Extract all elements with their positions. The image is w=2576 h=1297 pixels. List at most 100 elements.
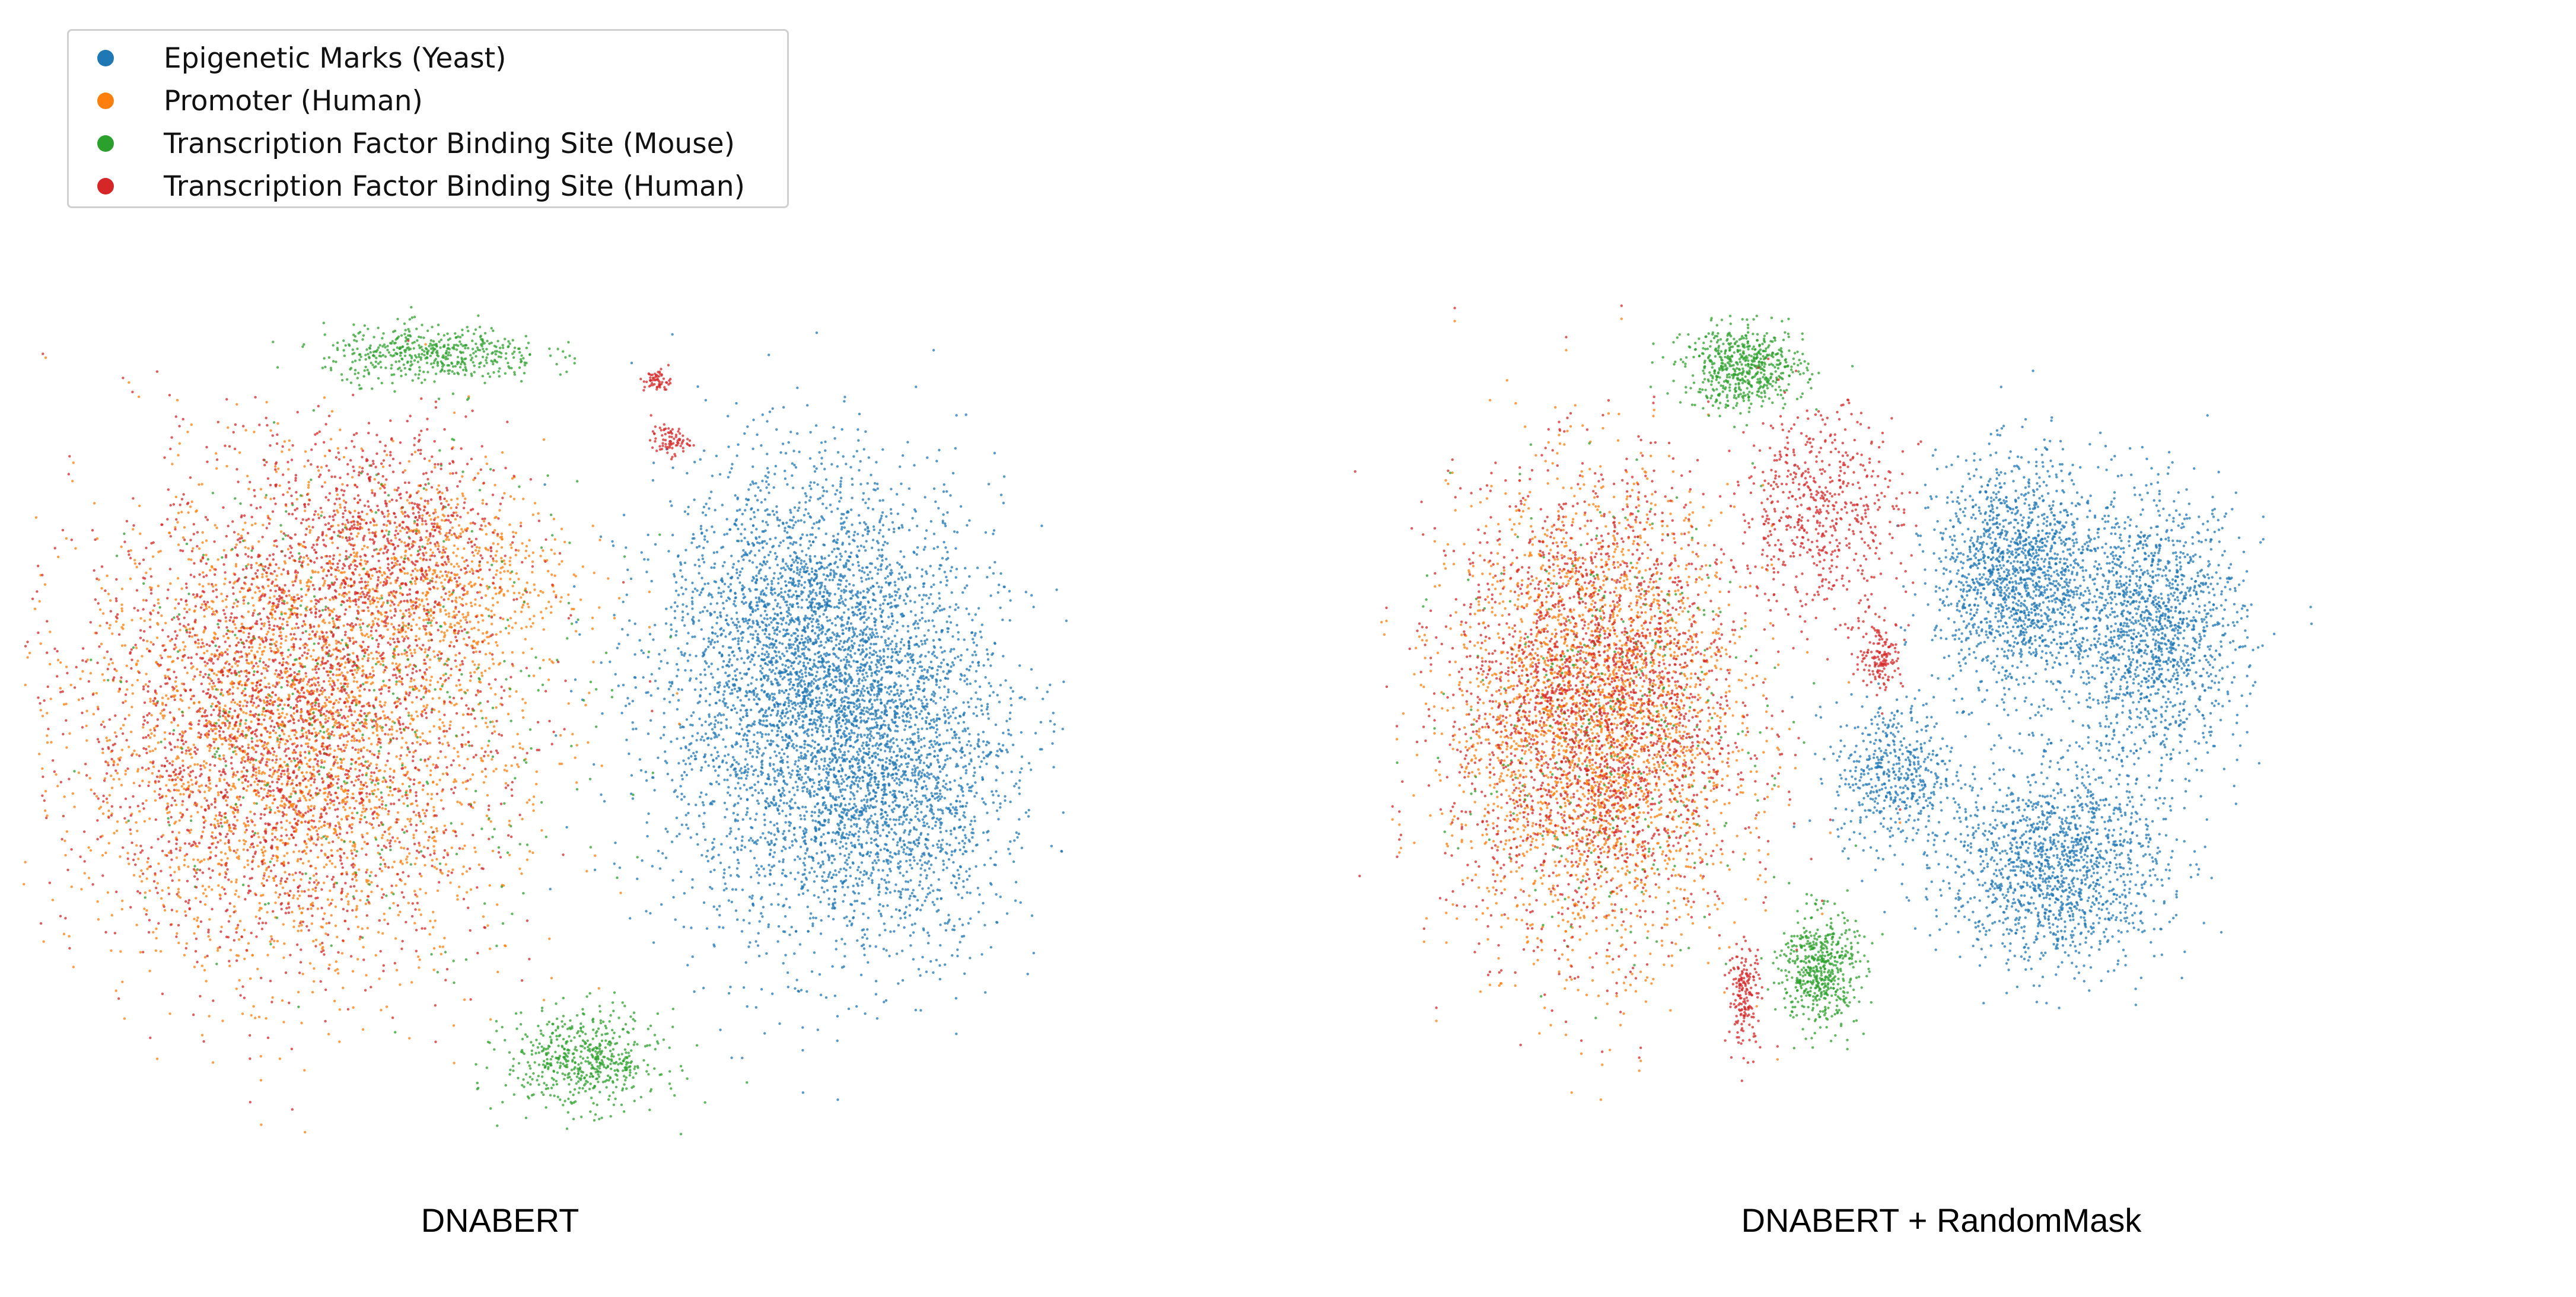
scatter-point [762,868,765,871]
scatter-point [783,676,786,679]
scatter-point [985,708,989,711]
scatter-point [800,754,803,758]
scatter-point [752,608,754,611]
scatter-point [813,555,817,558]
scatter-point [861,648,864,651]
scatter-point [999,802,1002,805]
scatter-point [939,792,942,795]
scatter-point [942,483,945,486]
scatter-point [782,752,786,756]
scatter-point [730,709,733,712]
scatter-point [988,694,992,697]
scatter-point [834,675,837,678]
scatter-point [988,681,991,685]
scatter-point [715,702,718,705]
scatter-point [949,569,953,572]
scatter-point [839,594,842,598]
scatter-point [973,650,976,654]
scatter-point [815,331,819,334]
scatter-point [915,828,918,831]
scatter-point [683,795,686,798]
scatter-point [699,591,703,594]
scatter-point [801,724,805,726]
scatter-point [797,649,800,652]
scatter-point [786,760,789,764]
scatter-point [819,587,821,590]
scatter-point [773,588,776,591]
scatter-point [813,870,816,874]
scatter-point [787,673,790,676]
scatter-point [885,644,888,647]
scatter-point [830,622,834,625]
scatter-point [813,718,816,721]
scatter-point [817,896,820,899]
scatter-point [934,797,937,800]
scatter-point [824,478,828,481]
scatter-point [753,663,756,667]
scatter-point [810,970,814,973]
scatter-point [695,655,698,658]
scatter-point [912,658,915,661]
scatter-point [779,606,782,609]
scatter-point [867,573,870,576]
scatter-point [788,525,792,528]
scatter-point [769,591,773,594]
scatter-point [791,702,794,706]
scatter-point [730,576,733,579]
scatter-point [834,756,837,759]
scatter-point [781,442,785,445]
scatter-point [808,792,811,795]
scatter-point [954,765,958,768]
scatter-point [915,710,918,714]
scatter-point [835,643,838,647]
scatter-point [952,861,955,864]
scatter-point [833,562,836,565]
scatter-point [773,697,776,700]
scatter-point [853,909,856,913]
scatter-point [671,466,674,469]
scatter-point [711,626,714,629]
scatter-point [881,904,885,908]
scatter-point [846,653,849,656]
scatter-point [816,651,820,655]
scatter-point [927,826,931,828]
scatter-point [969,665,972,668]
scatter-point [789,576,792,580]
scatter-point [936,897,939,900]
scatter-point [950,566,954,569]
scatter-point [614,842,617,845]
scatter-point [819,654,823,657]
scatter-point [713,868,716,872]
scatter-point [923,582,926,585]
scatter-point [789,800,792,803]
scatter-point [929,719,933,722]
scatter-point [817,773,821,776]
scatter-point [866,566,869,569]
scatter-point [799,814,802,817]
scatter-point [942,868,945,872]
scatter-point [920,639,923,643]
scatter-point [1005,748,1008,751]
scatter-point [834,624,838,627]
scatter-point [820,581,823,584]
scatter-point [893,598,896,601]
scatter-point [756,541,759,544]
scatter-point [789,671,792,674]
scatter-point [829,562,832,566]
scatter-point [760,988,763,991]
scatter-point [647,533,649,537]
scatter-point [855,1005,858,1008]
scatter-point [847,559,851,563]
scatter-point [724,671,727,674]
scatter-point [797,582,801,585]
scatter-point [753,733,756,737]
scatter-point [836,451,840,454]
scatter-point [766,583,769,586]
scatter-point [838,689,842,692]
scatter-point [781,677,784,681]
scatter-point [803,581,807,584]
scatter-point [938,592,941,595]
scatter-point [797,674,800,678]
scatter-point [835,730,839,733]
scatter-point [803,740,806,742]
